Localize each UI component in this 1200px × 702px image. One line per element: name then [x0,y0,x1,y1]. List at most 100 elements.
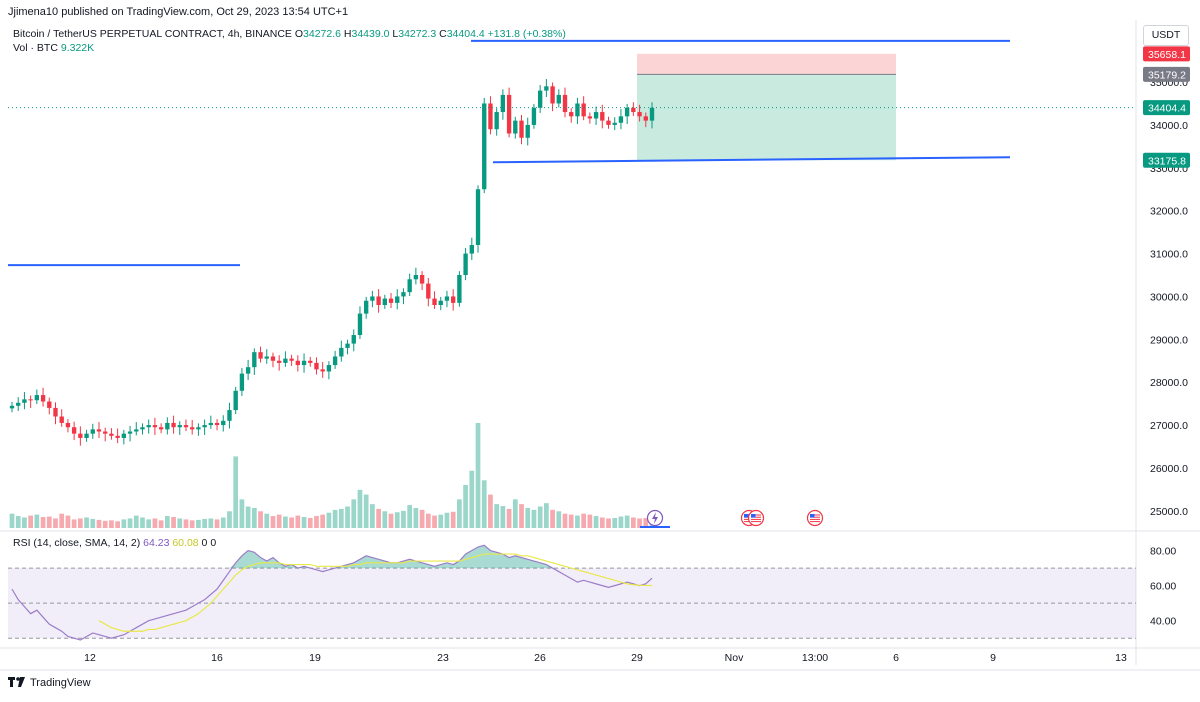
candle-body [525,124,530,138]
candle-body [506,94,512,134]
candle-body [22,399,27,403]
candle-body [351,335,356,344]
candle-body [65,422,71,428]
candle-body [357,313,363,336]
us-flag-event-icon-2-canton [751,514,756,518]
us-flag-event-icon-3-canton [810,514,815,518]
volume-value: 9.322K [60,42,95,54]
candle-body [134,429,139,432]
time-tick-label: 26 [534,652,546,664]
price-axis[interactable]: 36000.035000.034000.033000.032000.031000… [1143,34,1190,518]
trend-lines[interactable] [8,39,1136,528]
volume-bar [127,518,133,528]
candle-body [171,422,176,428]
volume-bar [338,508,344,528]
candle-body [183,425,189,428]
volume-bar [307,517,313,528]
volume-bar [376,508,381,528]
volume-bar [643,517,649,528]
candle-body [103,431,108,434]
candle-body [444,296,450,301]
time-axis[interactable]: 12 16 19 23 26 29 Nov 13:00 6 9 13 [84,652,1127,664]
candle-body [301,360,307,366]
candle-body [289,358,294,361]
grid-lines [0,20,1200,671]
price-label-stop [1143,46,1190,62]
volume-bar [519,504,524,528]
candle-body [165,422,170,430]
time-tick-label: 16 [211,652,223,664]
time-tick-label: 13 [1115,652,1127,664]
candle-body [537,90,543,108]
candle-body [395,296,400,303]
footer-brand-label: TradingView [30,677,91,689]
event-markers[interactable] [646,509,824,527]
candle-body [587,116,593,119]
time-tick-label: 9 [990,652,996,664]
candle-body [426,283,431,299]
volume-bar [401,510,406,528]
volume-bar [251,507,257,528]
candle-body [283,358,288,363]
volume-bar [133,515,139,528]
currency-button[interactable]: USDT [1143,25,1189,46]
candle-body [612,122,617,125]
price-label-text-last: 34404.4 [1148,103,1186,115]
volume-bar [283,516,288,528]
volume-bar [562,513,568,528]
close-value: 34404.4 [446,28,485,40]
rsi-label[interactable]: RSI (14, close, SMA, 14, 2) [13,537,141,549]
candle-body [320,369,325,372]
rsi-tick-label: 80.00 [1150,546,1176,558]
volume-bar [469,470,475,528]
volume-bar [9,513,15,528]
volume-bar [637,518,642,528]
volume-bar [413,507,419,528]
candle-body [364,300,369,314]
us-flag-event-icon-2-ring [747,509,765,527]
volume-bar [158,520,164,528]
candle-body [482,103,487,190]
price-label-last [1143,100,1190,116]
volume-bar [587,514,593,528]
candle-body [450,296,456,303]
volume-bar [96,519,102,528]
volume-bar [22,517,27,528]
price-tick-label: 30000.0 [1150,291,1188,303]
volume-bar [208,518,214,528]
position-tool[interactable] [637,53,896,161]
volume-bar [53,518,58,528]
price-tick-label: 26000.0 [1150,463,1188,475]
volume-bar [550,509,555,528]
candle-body [550,86,555,104]
volume-bar [488,494,493,528]
candle-body [190,427,195,430]
volume-bar [270,516,276,528]
volume-bar [264,513,270,528]
candle-body [600,112,605,121]
candle-body [252,352,257,368]
take-profit-zone [637,74,896,161]
volume-bar [301,517,307,528]
rsi-pane: 80.00 60.00 40.00 [8,544,1176,641]
volume-bar [326,512,332,528]
price-label-text-target: 33175.8 [1148,155,1186,167]
volume-bar [599,517,605,528]
volume-bar [419,509,425,528]
candle-body [376,296,381,306]
candle-body [90,429,95,434]
symbol-name[interactable]: Bitcoin / TetherUS PERPETUAL CONTRACT, 4… [13,28,292,40]
candle-body [78,433,83,438]
volume-bar [438,514,444,528]
candle-body [531,107,537,125]
volume-bar [450,511,456,528]
candle-body [388,298,394,303]
candle-body [127,431,133,434]
volume-bar [544,503,549,528]
volume-bar [121,519,127,528]
time-tick-label: 12 [84,652,96,664]
candle-body [382,298,387,306]
price-tick-label: 27000.0 [1150,420,1188,432]
candle-body [277,360,282,363]
